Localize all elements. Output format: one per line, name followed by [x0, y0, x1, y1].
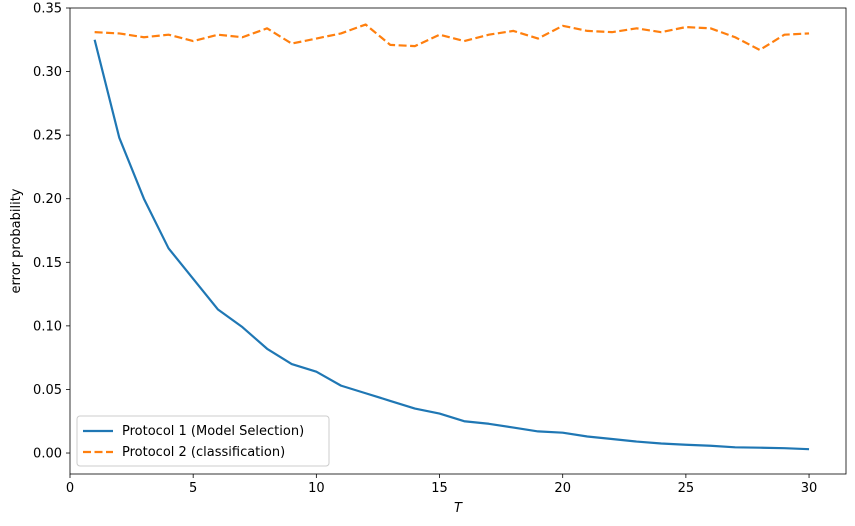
- data-point: [808, 32, 810, 34]
- plot-frame: [69, 7, 847, 475]
- data-point: [709, 27, 711, 29]
- data-point: [291, 363, 293, 365]
- data-point: [512, 30, 514, 32]
- data-point: [783, 447, 785, 449]
- data-point: [611, 31, 613, 33]
- data-point: [463, 420, 465, 422]
- y-tick-label: 0.20: [33, 192, 62, 207]
- data-point: [709, 445, 711, 447]
- y-tick-label: 0.35: [33, 2, 62, 17]
- data-point: [93, 31, 95, 33]
- data-point: [438, 34, 440, 36]
- data-point: [561, 431, 563, 433]
- data-point: [488, 423, 490, 425]
- data-point: [685, 26, 687, 28]
- x-tick-label: 0: [66, 481, 74, 496]
- data-point: [635, 440, 637, 442]
- series-line-protocol-2: [94, 23, 810, 52]
- data-point: [759, 49, 761, 51]
- legend: Protocol 1 (Model Selection) Protocol 2 …: [76, 415, 330, 467]
- x-axis-label: T: [454, 501, 463, 516]
- legend-label-protocol-1: Protocol 1 (Model Selection): [122, 424, 304, 439]
- data-point: [635, 27, 637, 29]
- legend-label-protocol-2: Protocol 2 (classification): [122, 445, 285, 460]
- data-point: [167, 34, 169, 36]
- data-point: [291, 42, 293, 44]
- data-point: [143, 36, 145, 38]
- x-tick-label: 25: [678, 481, 695, 496]
- y-axis-label: error probability: [9, 188, 24, 293]
- data-point: [734, 36, 736, 38]
- y-tick-label: 0.05: [33, 383, 62, 398]
- data-point: [217, 34, 219, 36]
- data-point: [414, 45, 416, 47]
- data-point: [463, 40, 465, 42]
- data-point: [143, 198, 145, 200]
- data-point: [364, 392, 366, 394]
- y-tick-label: 0.00: [33, 447, 62, 462]
- x-tick-label: 15: [431, 481, 448, 496]
- data-point: [586, 435, 588, 437]
- x-axis-ticks: 0 5 10 15 20 25 30: [66, 474, 817, 496]
- y-tick-label: 0.15: [33, 256, 62, 271]
- data-point: [808, 448, 810, 450]
- x-tick-label: 10: [308, 481, 325, 496]
- series-lines: [93, 23, 810, 451]
- data-point: [167, 247, 169, 249]
- data-point: [192, 278, 194, 280]
- data-point: [93, 39, 95, 41]
- data-point: [537, 430, 539, 432]
- data-point: [414, 407, 416, 409]
- data-point: [340, 384, 342, 386]
- data-point: [438, 412, 440, 414]
- data-point: [389, 44, 391, 46]
- data-point: [217, 308, 219, 310]
- y-tick-label: 0.25: [33, 129, 62, 144]
- data-point: [611, 438, 613, 440]
- x-tick-label: 30: [801, 481, 818, 496]
- data-point: [660, 442, 662, 444]
- series-line-protocol-1: [93, 39, 810, 451]
- data-point: [241, 326, 243, 328]
- data-point: [759, 446, 761, 448]
- data-point: [488, 34, 490, 36]
- x-tick-label: 20: [554, 481, 571, 496]
- data-point: [118, 32, 120, 34]
- x-tick-label: 5: [189, 481, 197, 496]
- data-point: [315, 37, 317, 39]
- y-axis-ticks: 0.00 0.05 0.10 0.15 0.20 0.25 0.30 0.35: [33, 2, 70, 462]
- data-point: [118, 136, 120, 138]
- data-point: [561, 25, 563, 27]
- y-tick-label: 0.10: [33, 319, 62, 334]
- data-point: [315, 370, 317, 372]
- data-point: [340, 32, 342, 34]
- data-point: [734, 446, 736, 448]
- data-point: [266, 27, 268, 29]
- data-point: [685, 444, 687, 446]
- data-point: [537, 37, 539, 39]
- data-point: [512, 426, 514, 428]
- data-point: [241, 36, 243, 38]
- data-point: [192, 40, 194, 42]
- data-point: [783, 34, 785, 36]
- data-point: [266, 348, 268, 350]
- y-tick-label: 0.30: [33, 65, 62, 80]
- plot-area: [70, 8, 846, 474]
- legend-box: [76, 415, 330, 467]
- data-point: [389, 400, 391, 402]
- data-point: [660, 31, 662, 33]
- data-point: [586, 30, 588, 32]
- data-point: [364, 23, 366, 25]
